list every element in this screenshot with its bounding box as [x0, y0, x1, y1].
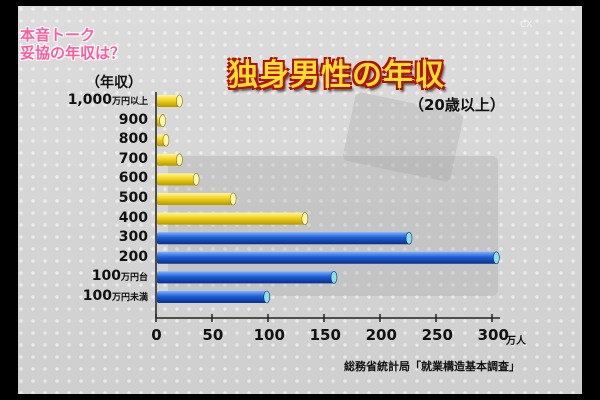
bar-end-cap	[229, 192, 237, 206]
x-tick-label: 50	[202, 326, 224, 344]
category-label: 700	[119, 151, 148, 167]
category-label-suffix: 万円未満	[111, 293, 148, 303]
bar	[157, 153, 180, 166]
corner-caption-line2: 妥協の年収は？	[20, 44, 126, 62]
bar-end-cap	[405, 231, 413, 245]
bar-end-cap	[330, 271, 338, 284]
category-label-value: 100	[91, 268, 121, 285]
bar-end-cap	[493, 251, 500, 265]
category-label-value: 600	[118, 170, 148, 187]
bar	[157, 212, 305, 225]
source-note: 総務省統計局「就業構造基本調査」	[344, 360, 520, 373]
category-label: 500	[119, 190, 148, 206]
bar	[157, 271, 334, 284]
category-label: 400	[119, 210, 148, 226]
category-label-value: 400	[118, 209, 148, 226]
bar-end-cap	[192, 173, 200, 186]
bar-end-cap	[176, 94, 183, 108]
bar	[157, 232, 409, 245]
channel-logo: CX	[520, 20, 533, 30]
category-label-value: 800	[118, 131, 148, 148]
x-tick-label: 250	[421, 326, 453, 344]
chart-title: 独身男性の年収	[228, 58, 445, 93]
category-label-value: 1,000	[67, 92, 112, 108]
category-label: 1,000万円以上	[68, 92, 148, 108]
category-label-value: 500	[118, 190, 148, 206]
chart-screen	[18, 6, 582, 394]
category-label-suffix: 万円以上	[111, 97, 148, 107]
corner-caption: 本音トーク 妥協の年収は？	[20, 26, 125, 62]
category-label-value: 100	[82, 288, 112, 304]
corner-caption-line1: 本音トーク	[20, 26, 96, 44]
category-label-value: 300	[118, 229, 148, 246]
category-label-value: 200	[118, 248, 148, 265]
bar-end-cap	[159, 114, 166, 127]
bar-end-cap	[301, 212, 309, 225]
category-axis-label: （年収）	[86, 75, 142, 91]
bar	[157, 173, 197, 186]
bar-end-cap	[162, 133, 170, 147]
bar	[157, 95, 180, 107]
category-label-value: 700	[118, 150, 148, 167]
category-label: 100万円台	[92, 268, 148, 284]
x-tick-label: 300	[477, 326, 509, 344]
category-label-suffix: 万円台	[120, 273, 148, 284]
category-label: 900	[119, 112, 148, 128]
bar-end-cap	[263, 290, 271, 304]
x-tick-label: 100	[253, 326, 285, 344]
bar	[157, 291, 267, 303]
x-tick-label: 150	[309, 326, 341, 344]
category-label-value: 900	[118, 111, 148, 128]
category-label: 100万円未満	[83, 288, 148, 304]
bar	[157, 251, 497, 264]
x-tick-label: 0	[151, 326, 162, 344]
category-label: 300	[119, 229, 148, 245]
category-label: 600	[119, 170, 148, 186]
bar-end-cap	[176, 153, 183, 167]
chart-subtitle: （20歳以上）	[409, 96, 505, 114]
value-axis-unit: 万人	[506, 336, 526, 347]
category-label: 800	[119, 131, 148, 147]
x-tick-label: 200	[365, 326, 397, 344]
category-label: 200	[119, 249, 148, 265]
bar	[157, 193, 234, 205]
